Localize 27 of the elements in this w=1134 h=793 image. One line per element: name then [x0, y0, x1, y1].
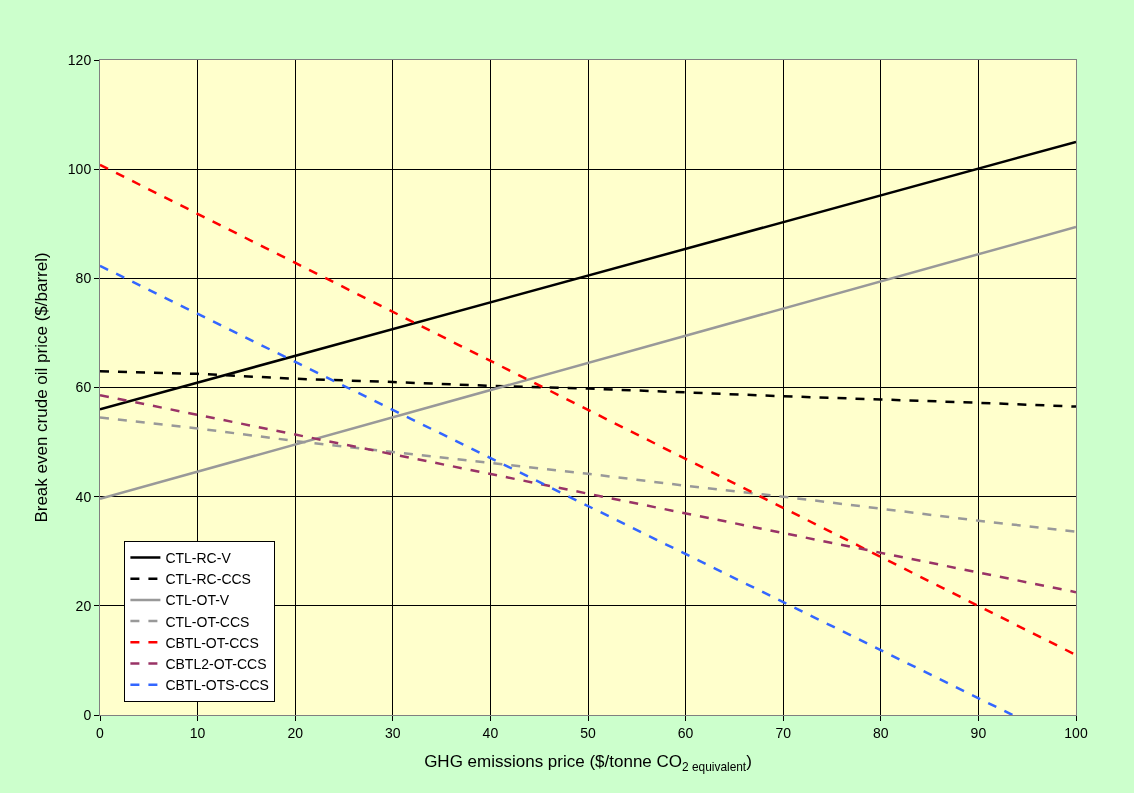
y-tick-label: 80: [75, 270, 92, 287]
y-tick-label: 120: [67, 51, 92, 68]
y-axis-title: Break even crude oil price ($/barrel): [32, 252, 52, 523]
legend-label: CTL-RC-CCS: [165, 571, 251, 588]
x-tick-label: 30: [385, 724, 401, 741]
x-tick-label: 20: [287, 724, 304, 741]
legend-label: CTL-OT-V: [165, 592, 230, 609]
y-tick-label: 20: [75, 597, 92, 614]
x-axis-title: GHG emissions price ($/tonne CO$_{2 equivalent}$): [424, 752, 752, 774]
legend-label: CBTL2-OT-CCS: [165, 655, 267, 672]
y-tick-label: 0: [83, 706, 92, 723]
legend-label: CBTL-OTS-CCS: [165, 677, 269, 694]
x-tick-label: 60: [677, 724, 694, 741]
y-tick-label: 40: [75, 488, 92, 505]
x-tick-label: 70: [775, 724, 792, 741]
x-tick-label: 90: [970, 724, 987, 741]
x-tick-label: 40: [482, 724, 499, 741]
legend-label: CBTL-OT-CCS: [165, 634, 259, 651]
y-tick-label: 60: [75, 379, 92, 396]
x-tick-label: 50: [580, 724, 596, 741]
x-tick-label: 0: [96, 724, 105, 741]
legend-label: CTL-RC-V: [165, 549, 232, 566]
y-tick-label: 100: [67, 161, 92, 178]
x-tick-label: 80: [873, 724, 889, 741]
x-tick-label: 100: [1064, 724, 1088, 741]
x-tick-label: 10: [189, 724, 206, 741]
legend-label: CTL-OT-CCS: [165, 613, 250, 630]
